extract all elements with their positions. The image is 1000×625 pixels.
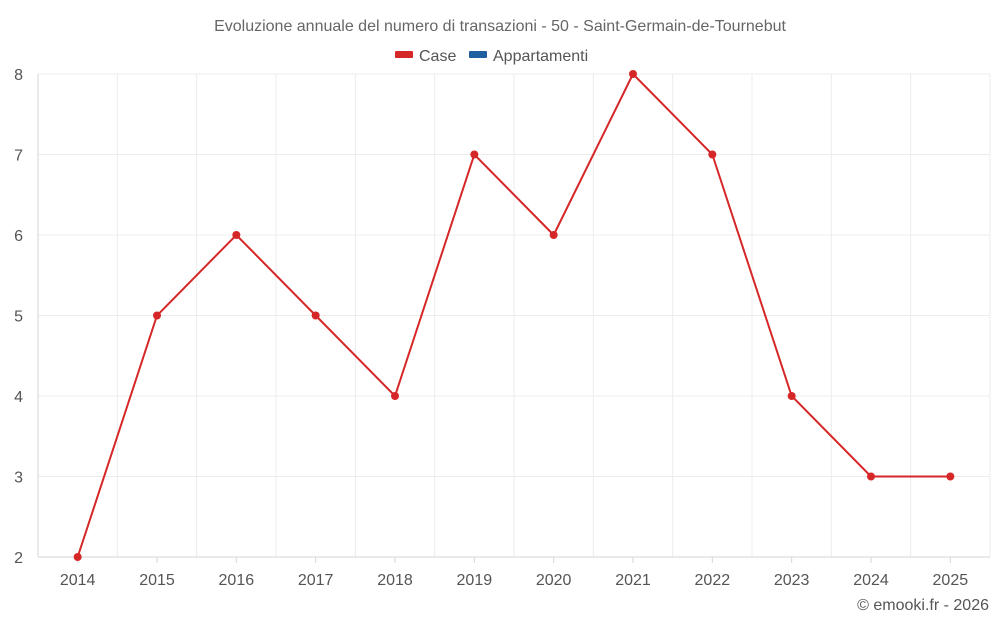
grid: [38, 73, 991, 557]
data-point-case-2020[interactable]: [549, 231, 558, 239]
x-tick-label-2017: 2017: [298, 572, 334, 589]
x-tick-label-2025: 2025: [933, 572, 969, 589]
data-point-case-2017[interactable]: [311, 311, 320, 320]
series-line-case: [76, 72, 951, 558]
data-point-case-2025[interactable]: [946, 472, 955, 481]
data-point-case-2023[interactable]: [787, 392, 796, 400]
data-point-case-2018[interactable]: [391, 392, 399, 400]
y-tick-label: 7: [14, 148, 23, 165]
legend-swatch-case: [395, 51, 413, 58]
x-tick-label-2018: 2018: [377, 572, 413, 589]
y-tick-label: 6: [14, 228, 23, 245]
data-point-case-2024[interactable]: [867, 472, 875, 481]
x-tick-label-2019: 2019: [457, 572, 493, 589]
x-tick-label-2015: 2015: [139, 572, 175, 589]
y-tick-label: 2: [14, 550, 23, 567]
x-tick-label-2014: 2014: [60, 572, 96, 589]
chart-title: Evoluzione annuale del numero di transaz…: [214, 18, 786, 35]
data-point-case-2016[interactable]: [232, 231, 241, 239]
legend-label-appartamenti: Appartamenti: [493, 48, 588, 65]
legend-item-case[interactable]: Case: [395, 48, 456, 65]
data-point-case-2022[interactable]: [708, 150, 717, 159]
y-tick-label: 4: [14, 389, 23, 406]
data-point-case-2015[interactable]: [153, 311, 161, 320]
legend-label-case: Case: [419, 48, 456, 65]
data-point-case-2019[interactable]: [470, 150, 479, 159]
y-tick-label: 8: [14, 67, 23, 84]
y-tick-label: 5: [14, 309, 23, 326]
legend-item-appartamenti[interactable]: Appartamenti: [469, 48, 588, 65]
data-point-case-2014[interactable]: [73, 553, 82, 561]
data-point-case-2021[interactable]: [629, 70, 637, 78]
credit-text: © emooki.fr - 2026: [857, 597, 989, 614]
x-tick-label-2024: 2024: [853, 572, 889, 589]
x-tick-label-2022: 2022: [695, 572, 731, 589]
y-tick-label: 3: [14, 470, 23, 487]
x-axis-ticks: 2014 2015 2016 2017 2018 2019 2020 2021 2022 2023…: [60, 557, 968, 589]
legend: Case Appartamenti: [395, 48, 588, 65]
x-tick-label-2016: 2016: [219, 572, 255, 589]
series-case: [73, 70, 955, 561]
axes: [37, 74, 990, 558]
x-tick-label-2021: 2021: [615, 572, 651, 589]
x-tick-label-2020: 2020: [536, 572, 572, 589]
y-axis-ticks: 2 3 4 5 6 7 8: [14, 67, 23, 567]
legend-swatch-appartamenti: [469, 51, 487, 58]
x-tick-label-2023: 2023: [774, 572, 810, 589]
